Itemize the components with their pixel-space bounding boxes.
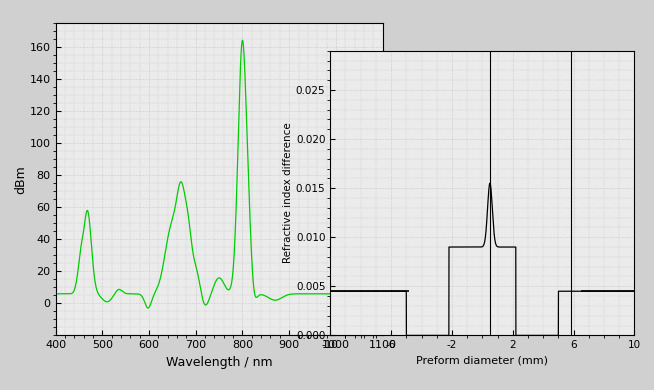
Y-axis label: Refractive index difference: Refractive index difference xyxy=(283,123,293,263)
X-axis label: Preform diameter (mm): Preform diameter (mm) xyxy=(417,356,548,366)
X-axis label: Wavelength / nm: Wavelength / nm xyxy=(165,356,273,369)
Y-axis label: dBm: dBm xyxy=(14,165,27,194)
